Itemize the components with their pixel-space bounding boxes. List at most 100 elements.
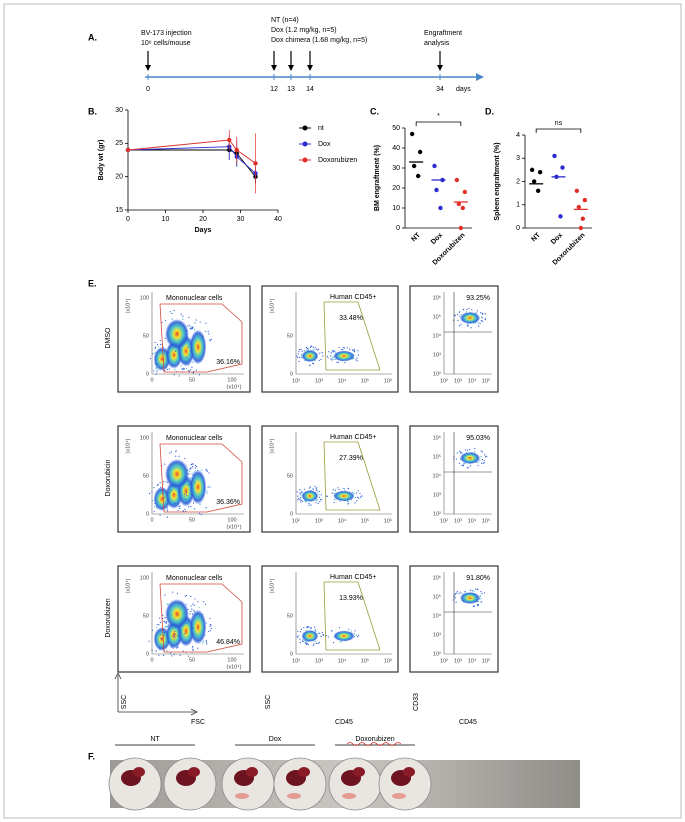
x-tick-label: 10³: [454, 518, 462, 524]
point: [415, 173, 421, 179]
event-dot: [482, 462, 484, 464]
event-dot: [167, 510, 169, 512]
x-tick-label: 10³: [315, 658, 323, 664]
event-label: analysis: [424, 40, 450, 47]
event-dot: [166, 516, 168, 518]
event-dot: [307, 643, 309, 646]
event-dot: [165, 625, 167, 628]
flow-plot: [117, 285, 251, 393]
event-dot: [159, 617, 161, 619]
event-dot: [171, 312, 173, 315]
event-dot: [187, 346, 189, 348]
event-dot: [192, 648, 194, 650]
event-dot: [164, 626, 166, 628]
event-dot: [347, 501, 349, 503]
event-dot: [299, 631, 302, 633]
event-dot: [205, 507, 207, 509]
y-tick-label: 0: [396, 225, 400, 232]
event-dot: [302, 640, 304, 642]
density-core: [165, 459, 189, 489]
plot-axes: [443, 432, 492, 515]
event-dot: [300, 499, 302, 501]
y-tick-label: 10⁶: [433, 294, 441, 301]
tick-label: 13: [287, 86, 295, 93]
event-dot: [173, 503, 175, 505]
figure-border: [3, 3, 682, 819]
tick-label: 14: [306, 86, 314, 93]
event-dot: [476, 588, 478, 590]
event-dot: [148, 492, 151, 495]
event-dot: [188, 342, 190, 344]
event-dot: [164, 463, 166, 465]
density-core: [301, 490, 319, 502]
x-tick-label: 10²: [292, 378, 300, 384]
event-dot: [306, 641, 308, 643]
event-dot: [454, 594, 456, 596]
event-dot: [354, 496, 357, 499]
event-dot: [317, 348, 319, 350]
event-dot: [202, 640, 205, 643]
event-dot: [314, 626, 316, 628]
event-dot: [312, 488, 314, 490]
group-label: Dox: [269, 736, 282, 743]
point: [234, 147, 239, 153]
density-core: [459, 312, 481, 324]
timeline-arrowhead: [476, 73, 484, 81]
event-dot: [321, 499, 323, 501]
y-tick-label: 10³: [433, 352, 441, 358]
event-dot: [187, 325, 189, 327]
event-dot: [182, 368, 184, 370]
event-dot: [164, 594, 166, 596]
event-dot: [188, 354, 190, 356]
event-dot: [458, 311, 460, 313]
point: [409, 131, 415, 137]
event-dot: [317, 491, 319, 493]
event-dot: [172, 635, 174, 638]
x-tick-label: 10⁶: [384, 377, 392, 384]
gate: [323, 301, 381, 371]
event-arrowhead: [307, 65, 313, 71]
x-tick-label: 20: [199, 216, 207, 223]
x-tick-label: 10⁵: [361, 377, 369, 384]
event-dot: [199, 321, 201, 323]
event-dot: [191, 338, 193, 341]
event-dot: [298, 497, 300, 500]
event-dot: [334, 489, 337, 491]
event-dot: [318, 359, 320, 361]
event-dot: [195, 319, 197, 321]
event-dot: [330, 355, 332, 357]
flow-plot: [409, 285, 499, 393]
event-dot: [330, 358, 332, 360]
event-dot: [209, 340, 211, 342]
spleen: [246, 767, 258, 777]
event-dot: [159, 482, 161, 484]
event-dot: [154, 341, 156, 344]
event-dot: [169, 452, 171, 454]
density-core: [189, 329, 207, 365]
event-dot: [473, 590, 475, 593]
event-dot: [331, 359, 333, 361]
event-dot: [338, 346, 340, 349]
event-dot: [334, 499, 336, 501]
event-dot: [179, 654, 181, 656]
event-dot: [189, 468, 191, 470]
x-tick-label: 10³: [315, 518, 323, 524]
legend-label: nt: [318, 125, 324, 132]
unit-label: days: [456, 86, 471, 93]
event-dot: [321, 631, 323, 634]
event-dot: [198, 512, 201, 514]
density-core: [165, 319, 189, 349]
event-dot: [310, 626, 312, 629]
event-dot: [475, 312, 478, 314]
event-dot: [343, 347, 345, 349]
point: [580, 216, 586, 221]
event-dot: [299, 356, 301, 359]
event-dot: [193, 604, 195, 607]
significance-bracket: [415, 121, 462, 126]
x-tick-label: 10⁵: [482, 517, 490, 524]
event-dot: [178, 360, 180, 362]
event-dot: [193, 482, 196, 484]
event-dot: [159, 339, 161, 342]
x-tick-label: 30: [237, 216, 245, 223]
event-dot: [167, 625, 169, 627]
